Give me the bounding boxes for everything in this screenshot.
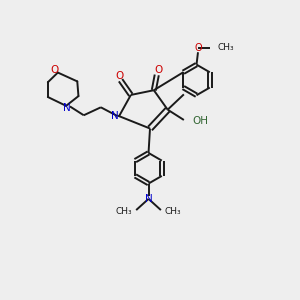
Text: N: N <box>63 103 70 113</box>
Text: N: N <box>145 194 152 204</box>
Text: O: O <box>154 65 162 76</box>
Text: CH₃: CH₃ <box>218 43 234 52</box>
Text: N: N <box>111 110 119 121</box>
Text: O: O <box>194 43 202 52</box>
Text: O: O <box>115 71 123 81</box>
Text: OH: OH <box>193 116 209 126</box>
Text: CH₃: CH₃ <box>116 207 132 216</box>
Text: O: O <box>50 65 58 76</box>
Text: CH₃: CH₃ <box>165 207 181 216</box>
